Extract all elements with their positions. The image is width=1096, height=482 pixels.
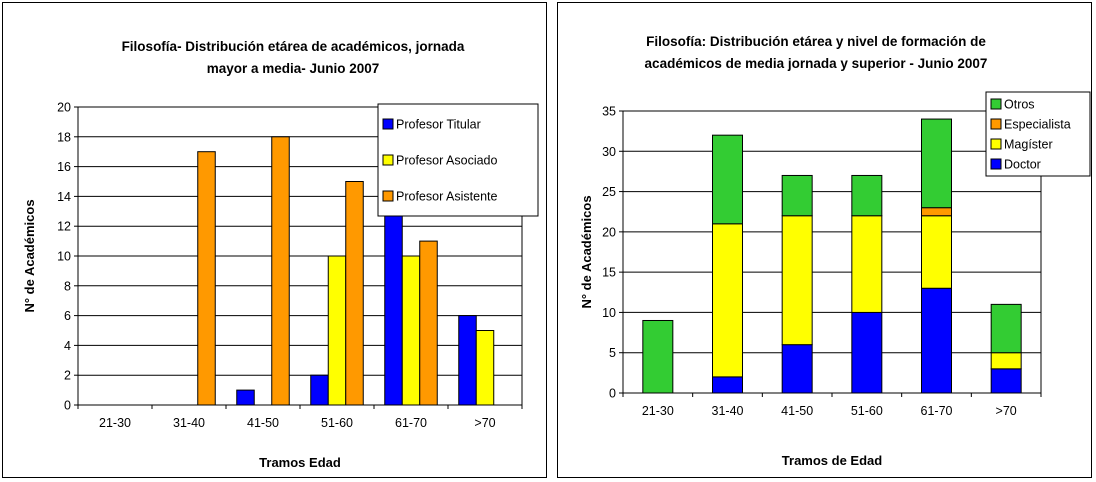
legend-swatch bbox=[990, 158, 1002, 170]
y-tick-label: 25 bbox=[602, 185, 616, 199]
x-tick-label: 31-40 bbox=[173, 416, 205, 430]
y-tick-label: 20 bbox=[57, 101, 71, 115]
x-tick-label: 61-70 bbox=[921, 404, 953, 418]
legend-swatch bbox=[990, 138, 1002, 150]
y-tick-label: 14 bbox=[57, 190, 71, 204]
chart-left: Filosofía- Distribución etárea de académ… bbox=[22, 39, 539, 470]
y-axis-label: N° de Académicos bbox=[579, 195, 594, 308]
legend-label: Otros bbox=[1004, 98, 1035, 112]
bar-segment bbox=[712, 223, 743, 378]
legend-box bbox=[377, 103, 539, 217]
chart-panel-right: Filosofía: Distribución etárea y nivel d… bbox=[557, 2, 1092, 478]
legend-label: Profesor Titular bbox=[396, 118, 481, 132]
chart-right: Filosofía: Distribución etárea y nivel d… bbox=[579, 34, 1091, 468]
x-tick-label: 41-50 bbox=[781, 404, 813, 418]
bar-segment bbox=[712, 134, 743, 225]
y-tick-label: 10 bbox=[602, 306, 616, 320]
bar-segment bbox=[990, 303, 1022, 354]
x-tick-label: 21-30 bbox=[642, 404, 674, 418]
legend-label: Profesor Asociado bbox=[396, 154, 497, 168]
legend-swatch bbox=[382, 154, 394, 166]
bar-segment bbox=[642, 319, 674, 394]
legend-swatch bbox=[990, 118, 1002, 130]
y-axis-label: N° de Académicos bbox=[22, 199, 37, 312]
bar bbox=[419, 240, 438, 406]
bar bbox=[327, 255, 347, 406]
y-tick-label: 0 bbox=[609, 387, 616, 401]
legend-label: Doctor bbox=[1004, 158, 1041, 172]
bar bbox=[310, 374, 329, 406]
legend-box bbox=[985, 91, 1091, 177]
bar-segment bbox=[851, 215, 883, 313]
legend-label: Especialista bbox=[1004, 118, 1071, 132]
legend-label: Profesor Asistente bbox=[396, 190, 497, 204]
plot-area bbox=[622, 110, 1042, 394]
chart-title-line: mayor a media- Junio 2007 bbox=[207, 61, 380, 76]
x-tick-label: 51-60 bbox=[851, 404, 883, 418]
y-tick-label: 15 bbox=[602, 266, 616, 280]
bar bbox=[236, 389, 255, 406]
bar-segment bbox=[851, 174, 883, 217]
chart-title-line: académicos de media jornada y superior -… bbox=[645, 56, 988, 71]
bar bbox=[458, 315, 477, 406]
bar bbox=[271, 136, 290, 406]
bar bbox=[475, 330, 495, 406]
bar-segment bbox=[921, 287, 952, 394]
x-tick-label: 61-70 bbox=[395, 416, 427, 430]
bar-segment bbox=[921, 215, 952, 289]
y-tick-label: 6 bbox=[64, 309, 71, 323]
y-tick-label: 8 bbox=[64, 279, 71, 293]
chart-panel-left: Filosofía- Distribución etárea de académ… bbox=[2, 2, 547, 478]
bar-segment bbox=[712, 376, 743, 394]
bar bbox=[384, 210, 403, 406]
x-tick-label: >70 bbox=[996, 404, 1017, 418]
chart-title-line: Filosofía: Distribución etárea y nivel d… bbox=[646, 34, 986, 49]
bar-segment bbox=[921, 207, 952, 217]
x-axis-label: Tramos de Edad bbox=[782, 453, 882, 468]
y-tick-label: 18 bbox=[57, 130, 71, 144]
y-tick-label: 16 bbox=[57, 160, 71, 174]
y-tick-label: 4 bbox=[64, 339, 71, 353]
legend-swatch bbox=[382, 190, 394, 202]
y-tick-label: 35 bbox=[602, 105, 616, 119]
y-tick-label: 12 bbox=[57, 220, 71, 234]
bar-segment bbox=[921, 118, 952, 209]
bar-segment bbox=[781, 344, 813, 394]
bar bbox=[197, 151, 216, 406]
legend-swatch bbox=[990, 98, 1002, 110]
bar-segment bbox=[781, 215, 813, 346]
y-tick-label: 20 bbox=[602, 225, 616, 239]
y-tick-label: 30 bbox=[602, 145, 616, 159]
chart-title-line: Filosofía- Distribución etárea de académ… bbox=[122, 39, 465, 54]
bar-segment bbox=[990, 368, 1022, 394]
y-tick-label: 5 bbox=[609, 346, 616, 360]
bar-segment bbox=[851, 311, 883, 394]
x-tick-label: 51-60 bbox=[321, 416, 353, 430]
bar-segment bbox=[990, 352, 1022, 370]
bar bbox=[345, 181, 364, 406]
legend-swatch bbox=[382, 118, 394, 130]
y-tick-label: 0 bbox=[64, 399, 71, 413]
x-tick-label: 31-40 bbox=[712, 404, 744, 418]
x-axis-label: Tramos Edad bbox=[259, 455, 341, 470]
bar-segment bbox=[781, 174, 813, 217]
x-tick-label: 41-50 bbox=[247, 416, 279, 430]
x-tick-label: >70 bbox=[474, 416, 495, 430]
bar bbox=[401, 255, 421, 406]
legend-label: Magíster bbox=[1004, 138, 1053, 152]
x-tick-label: 21-30 bbox=[99, 416, 131, 430]
y-tick-label: 2 bbox=[64, 369, 71, 383]
y-tick-label: 10 bbox=[57, 250, 71, 264]
